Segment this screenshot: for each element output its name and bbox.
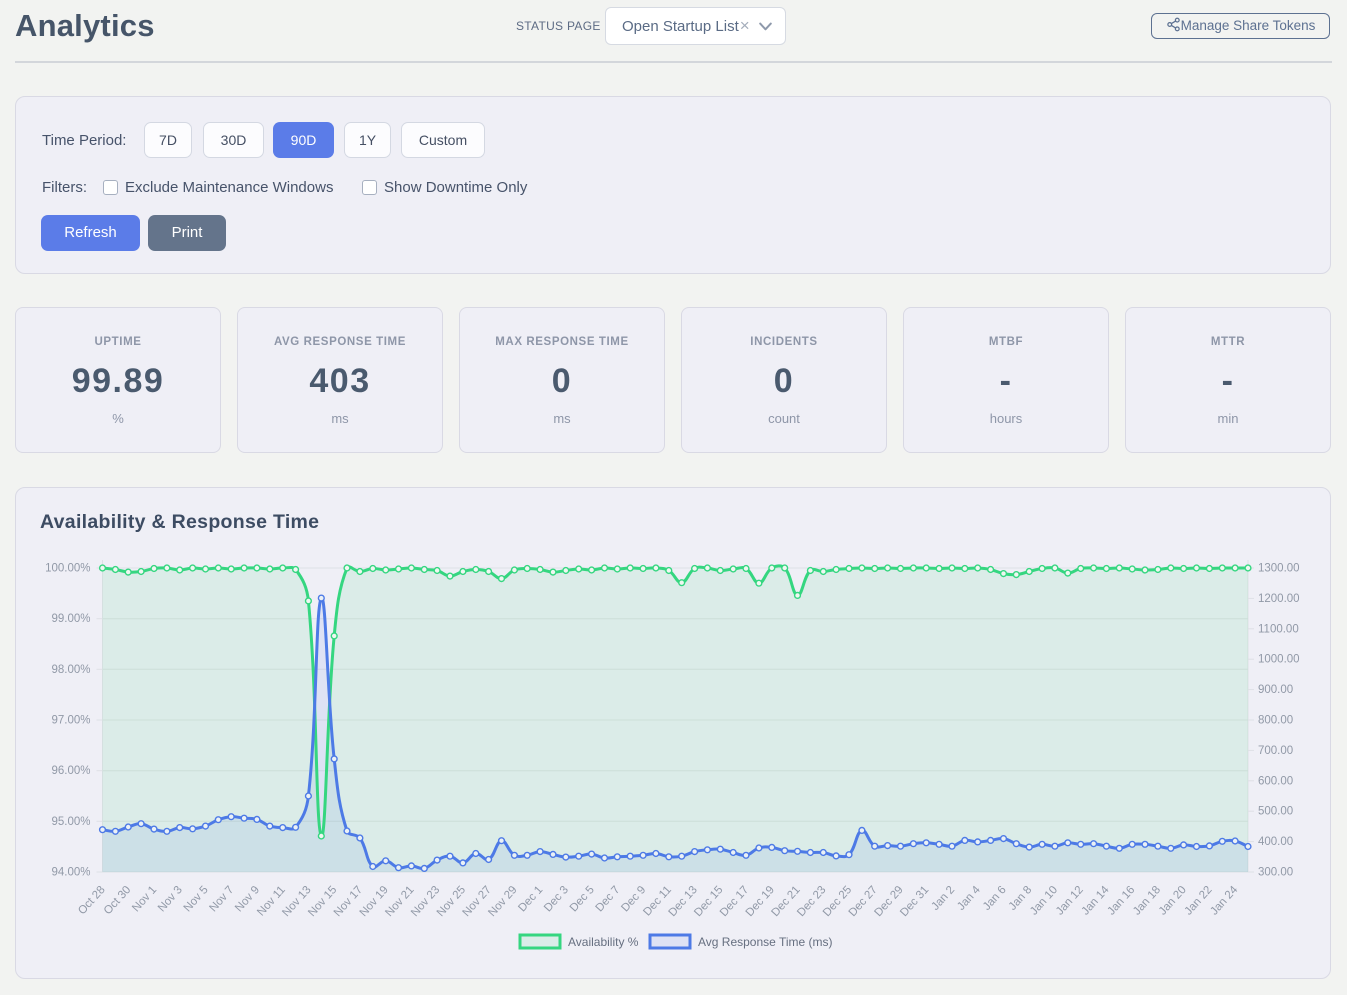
svg-text:400.00: 400.00 <box>1258 836 1293 848</box>
svg-text:Jan 22: Jan 22 <box>1183 884 1215 918</box>
svg-text:Nov 29: Nov 29 <box>486 884 519 919</box>
svg-text:Nov 3: Nov 3 <box>156 884 185 914</box>
svg-text:Nov 5: Nov 5 <box>182 884 211 914</box>
svg-text:Dec 1: Dec 1 <box>516 884 545 914</box>
svg-text:Jan 6: Jan 6 <box>981 884 1009 913</box>
svg-text:Jan 12: Jan 12 <box>1054 884 1086 918</box>
svg-text:300.00: 300.00 <box>1258 867 1293 879</box>
svg-text:Nov 7: Nov 7 <box>207 884 236 914</box>
svg-text:Jan 4: Jan 4 <box>955 884 983 913</box>
svg-text:100.00%: 100.00% <box>45 563 90 575</box>
svg-text:95.00%: 95.00% <box>51 816 90 828</box>
svg-text:900.00: 900.00 <box>1258 684 1293 696</box>
svg-text:Jan 20: Jan 20 <box>1157 884 1189 918</box>
svg-text:Dec 7: Dec 7 <box>594 884 623 914</box>
svg-text:1000.00: 1000.00 <box>1258 654 1300 666</box>
svg-text:Dec 5: Dec 5 <box>568 884 597 914</box>
svg-text:Oct 30: Oct 30 <box>102 884 134 917</box>
svg-text:96.00%: 96.00% <box>51 765 90 777</box>
svg-text:97.00%: 97.00% <box>51 715 90 727</box>
svg-text:1100.00: 1100.00 <box>1258 623 1299 635</box>
svg-text:94.00%: 94.00% <box>51 867 90 879</box>
svg-text:Dec 3: Dec 3 <box>542 884 571 914</box>
svg-text:Jan 24: Jan 24 <box>1208 884 1240 918</box>
svg-text:Avg Response Time (ms): Avg Response Time (ms) <box>698 935 833 949</box>
svg-text:Jan 10: Jan 10 <box>1028 884 1060 918</box>
svg-text:Jan 18: Jan 18 <box>1131 884 1163 918</box>
svg-text:98.00%: 98.00% <box>51 664 90 676</box>
svg-text:Dec 31: Dec 31 <box>898 884 931 919</box>
svg-text:Oct 28: Oct 28 <box>76 884 108 917</box>
svg-text:800.00: 800.00 <box>1258 715 1293 727</box>
svg-text:Jan 16: Jan 16 <box>1105 884 1137 918</box>
svg-text:1200.00: 1200.00 <box>1258 593 1300 605</box>
svg-text:Jan 2: Jan 2 <box>929 884 957 913</box>
svg-text:99.00%: 99.00% <box>51 613 90 625</box>
svg-text:Nov 1: Nov 1 <box>130 884 159 914</box>
svg-text:1300.00: 1300.00 <box>1258 563 1300 575</box>
svg-text:Availability %: Availability % <box>568 935 639 949</box>
svg-text:600.00: 600.00 <box>1258 775 1293 787</box>
svg-text:700.00: 700.00 <box>1258 745 1293 757</box>
svg-text:500.00: 500.00 <box>1258 806 1293 818</box>
